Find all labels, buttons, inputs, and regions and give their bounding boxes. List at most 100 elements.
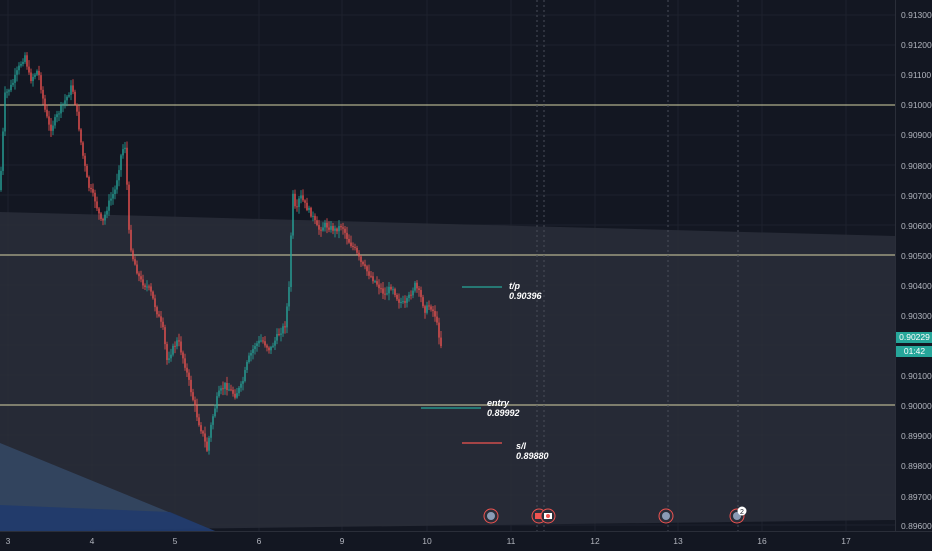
candle-body (170, 354, 172, 359)
event-icon-1[interactable] (483, 508, 499, 524)
candle-body (8, 90, 10, 92)
price-tick: 0.91000 (901, 100, 932, 110)
candle-body (438, 322, 440, 338)
candle-body (418, 288, 420, 291)
candle-body (304, 200, 306, 203)
time-tick: 16 (757, 536, 767, 546)
time-tick: 13 (673, 536, 683, 546)
candle-body (274, 340, 276, 346)
candle-body (278, 333, 280, 335)
time-axis[interactable]: 3 4 5 6 9 10 11 12 13 16 17 (0, 531, 932, 551)
candle-body (96, 201, 98, 209)
candle-body (326, 222, 328, 228)
candle-body (112, 194, 114, 199)
candle-body (218, 390, 220, 397)
candle-body (162, 321, 164, 328)
candle-body (168, 358, 170, 360)
candle-body (18, 65, 20, 71)
channel-shade[interactable] (0, 212, 895, 531)
candle-body (136, 264, 138, 274)
tp-value: 0.90396 (509, 291, 542, 301)
candle-body (392, 289, 394, 291)
candle-body (346, 232, 348, 240)
price-axis[interactable]: 0.91300 0.91200 0.91100 0.91000 0.90900 … (895, 0, 932, 531)
time-tick: 9 (339, 536, 345, 546)
candle-body (250, 353, 252, 356)
candle-body (138, 273, 140, 277)
time-tick: 6 (256, 536, 262, 546)
candle-body (94, 192, 96, 202)
candle-body (234, 393, 236, 398)
candle-body (64, 100, 66, 105)
candle-body (412, 290, 414, 296)
candle-body (32, 76, 34, 82)
candle-body (212, 416, 214, 425)
candle-body (156, 307, 158, 315)
candle-body (182, 352, 184, 359)
candle-body (410, 294, 412, 296)
candle-body (22, 61, 24, 65)
candle-body (40, 75, 42, 90)
candle-body (282, 326, 284, 334)
candle-body (354, 246, 356, 248)
candle-body (294, 193, 296, 207)
entry-annotation[interactable]: entry 0.89992 (487, 398, 520, 418)
candle-body (302, 195, 304, 201)
candle-body (272, 345, 274, 347)
candle-body (396, 295, 398, 300)
tp-label: t/p (509, 281, 520, 291)
candle-body (356, 247, 358, 253)
sl-annotation[interactable]: s/l 0.89880 (516, 441, 549, 461)
candle-body (266, 345, 268, 348)
candle-body (420, 290, 422, 298)
candle-body (122, 149, 124, 156)
event-icon-4[interactable] (658, 508, 674, 524)
candle-body (26, 55, 28, 67)
triangle-drawing-lower[interactable] (0, 505, 215, 531)
candle-body (276, 333, 278, 341)
candle-body (366, 266, 368, 272)
price-tick: 0.90800 (901, 161, 932, 171)
sl-label: s/l (516, 441, 527, 451)
candle-body (236, 393, 238, 398)
event-icon-3[interactable] (540, 508, 556, 524)
candle-body (252, 349, 254, 354)
candle-body (166, 344, 168, 360)
time-tick: 11 (506, 536, 516, 546)
candle-body (130, 229, 132, 251)
event-count-badge[interactable]: 2 (737, 506, 747, 517)
horizontal-levels[interactable] (0, 104, 895, 406)
candle-body (210, 424, 212, 438)
candle-body (228, 389, 230, 391)
candle-body (158, 314, 160, 317)
candle-body (398, 299, 400, 303)
candle-body (72, 85, 74, 92)
candle-body (292, 193, 294, 236)
price-chart-svg[interactable]: 2 (0, 0, 895, 531)
candle-body (48, 116, 50, 125)
price-tick: 0.89800 (901, 461, 932, 471)
candle-body (368, 271, 370, 276)
candle-body (258, 340, 260, 344)
candle-body (430, 306, 432, 310)
chart-plot-area[interactable]: 2 t/p 0.90396 entry 0.89992 s/l 0.89880 (0, 0, 895, 531)
candle-body (298, 198, 300, 208)
price-tick: 0.90100 (901, 371, 932, 381)
candle-body (322, 227, 324, 231)
candle-body (260, 340, 262, 342)
candle-body (382, 288, 384, 294)
candlestick-series[interactable] (0, 52, 442, 455)
candle-body (30, 72, 32, 82)
candle-body (350, 242, 352, 247)
candle-body (24, 55, 26, 62)
candle-body (324, 222, 326, 228)
candle-body (342, 227, 344, 229)
candle-body (10, 84, 12, 91)
bar-countdown-badge: 01:42 (896, 346, 932, 357)
tp-annotation[interactable]: t/p 0.90396 (509, 281, 542, 301)
candle-body (230, 389, 232, 391)
candle-body (60, 105, 62, 114)
candle-body (92, 189, 94, 193)
candle-body (0, 170, 2, 190)
